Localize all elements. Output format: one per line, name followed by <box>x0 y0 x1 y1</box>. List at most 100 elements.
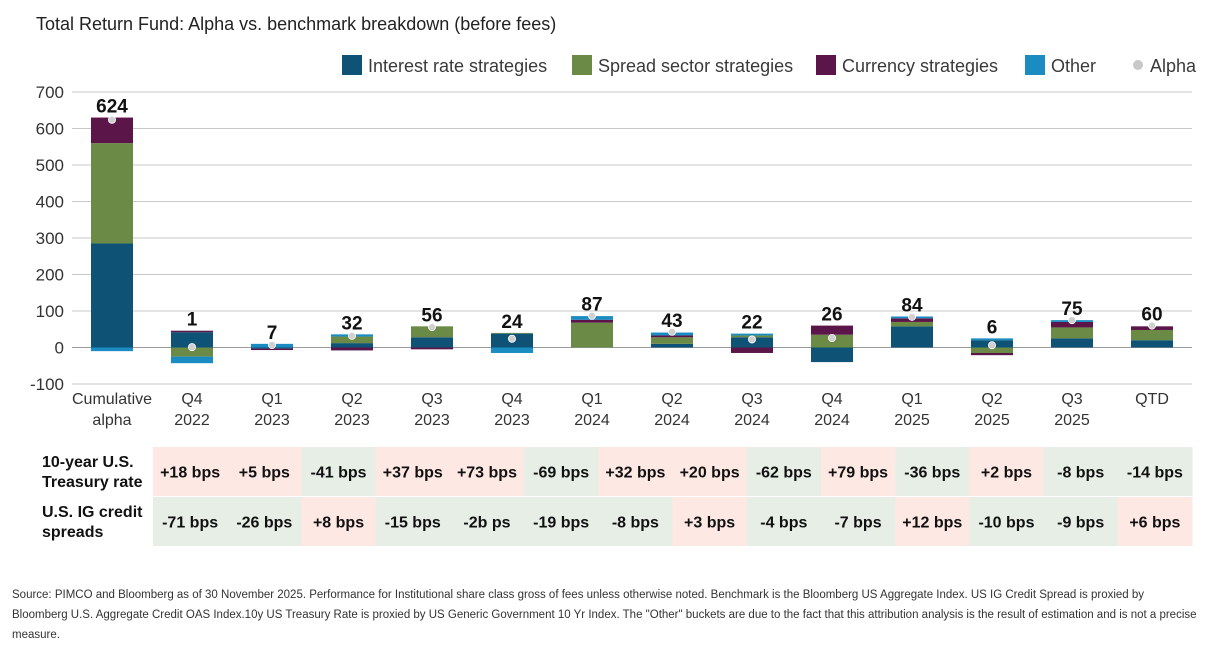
y-tick-label: 0 <box>55 339 64 358</box>
alpha-value-label: 75 <box>1061 299 1083 320</box>
x-category-label: Q2 <box>981 391 1002 408</box>
legend-alpha-marker <box>1133 60 1143 70</box>
table-cell <box>524 447 599 496</box>
bar-currency-strategies <box>651 335 693 338</box>
bar-interest-rate-strategies <box>651 343 693 348</box>
table-cell-value: -15 bps <box>385 515 441 532</box>
alpha-value-label: 32 <box>341 313 362 334</box>
alpha-point <box>1068 316 1077 325</box>
table-cell-value: +37 bps <box>383 465 443 482</box>
table-cell-value: +73 bps <box>457 465 517 482</box>
alpha-value-label: 60 <box>1141 305 1162 326</box>
alpha-value-label: 87 <box>581 295 602 316</box>
table-cell <box>301 497 377 546</box>
x-category-label: 2025 <box>894 412 930 429</box>
bar-spread-sector-strategies <box>651 337 693 344</box>
legend-label: Interest rate strategies <box>368 56 547 76</box>
alpha-point <box>427 323 436 332</box>
y-tick-label: 500 <box>36 156 64 175</box>
table-cell-value: -14 bps <box>1127 465 1183 482</box>
source-footnote: Source: PIMCO and Bloomberg as of 30 Nov… <box>12 589 1197 641</box>
alpha-point <box>267 340 276 349</box>
bar-other <box>731 333 773 336</box>
table-cell <box>524 497 599 546</box>
table-cell <box>746 447 822 496</box>
table-cell <box>895 447 970 496</box>
x-category-label: Q4 <box>821 391 842 408</box>
bar-interest-rate-strategies <box>1131 340 1173 348</box>
table-cell-value: +2 bps <box>981 465 1032 482</box>
table-cell-value: -36 bps <box>904 465 960 482</box>
alpha-value-label: 43 <box>661 311 682 332</box>
table-cell <box>969 447 1045 496</box>
bar-spread-sector-strategies <box>891 321 933 327</box>
chart-title: Total Return Fund: Alpha vs. benchmark b… <box>36 14 557 34</box>
table-cell <box>746 497 822 546</box>
alpha-value-label: 624 <box>96 97 128 118</box>
bar-spread-sector-strategies <box>411 326 453 338</box>
bar-currency-strategies <box>1051 321 1093 328</box>
bar-interest-rate-strategies <box>411 337 453 348</box>
table-row-label: 10-year U.S. <box>42 454 134 471</box>
bar-other <box>971 338 1013 341</box>
table-cell-value: -8 bps <box>612 515 659 532</box>
table-cell <box>1117 447 1193 496</box>
table-cell-value: -10 bps <box>978 515 1034 532</box>
alpha-value-label: 24 <box>501 312 523 333</box>
y-tick-label: 700 <box>36 83 64 102</box>
alpha-breakdown-chart: Interest rate strategies Spread sector st… <box>30 55 1197 546</box>
table-row-label: Treasury rate <box>42 474 143 491</box>
table-cell-value: +32 bps <box>605 465 665 482</box>
table-cell-value: +20 bps <box>680 465 740 482</box>
bar-currency-strategies <box>411 347 453 350</box>
legend-label: Other <box>1051 56 1096 76</box>
bar-currency-strategies <box>811 325 853 335</box>
table-cell <box>1043 447 1119 496</box>
x-category-label: Q1 <box>901 391 922 408</box>
bar-currency-strategies <box>331 347 373 351</box>
table-cell-value: -71 bps <box>162 515 218 532</box>
legend-swatch <box>572 55 592 75</box>
x-category-label: 2025 <box>974 412 1010 429</box>
alpha-point <box>748 335 757 344</box>
bar-spread-sector-strategies <box>1131 329 1173 341</box>
bar-spread-sector-strategies <box>91 143 133 244</box>
table-cell-value: +12 bps <box>902 515 962 532</box>
table-cell <box>672 447 748 496</box>
table-cell-value: -62 bps <box>756 465 812 482</box>
alpha-point <box>828 334 837 343</box>
x-category-label: Q3 <box>421 391 442 408</box>
x-category-label: alpha <box>92 412 131 429</box>
table-cell-value: -7 bps <box>834 515 881 532</box>
table-cell <box>598 447 673 496</box>
y-tick-label: 100 <box>36 302 64 321</box>
x-category-label: 2023 <box>334 412 370 429</box>
x-category-label: Q4 <box>181 391 202 408</box>
table-cell <box>227 497 302 546</box>
alpha-point <box>588 311 597 320</box>
x-category-label: 2023 <box>254 412 290 429</box>
x-category-label: 2022 <box>174 412 210 429</box>
alpha-value-label: 6 <box>987 317 998 338</box>
alpha-value-label: 7 <box>267 323 278 344</box>
bar-spread-sector-strategies <box>1051 327 1093 339</box>
alpha-value-label: 22 <box>741 313 762 334</box>
table-cell <box>375 497 451 546</box>
table-cell <box>301 447 377 496</box>
bar-currency-strategies <box>251 348 293 351</box>
y-tick-label: 300 <box>36 229 64 248</box>
x-category-label: 2023 <box>414 412 450 429</box>
table-cell-value: +3 bps <box>684 515 735 532</box>
alpha-point <box>507 334 516 343</box>
bar-other <box>171 356 213 364</box>
x-category-label: 2024 <box>734 412 770 429</box>
bar-spread-sector-strategies <box>491 332 533 334</box>
table-cell <box>672 497 748 546</box>
y-tick-label: 200 <box>36 266 64 285</box>
bar-currency-strategies <box>571 319 613 323</box>
table-cell <box>895 497 970 546</box>
alpha-point <box>347 331 356 340</box>
bar-currency-strategies <box>971 352 1013 356</box>
alpha-point <box>108 115 117 124</box>
table-cell <box>1117 497 1193 546</box>
